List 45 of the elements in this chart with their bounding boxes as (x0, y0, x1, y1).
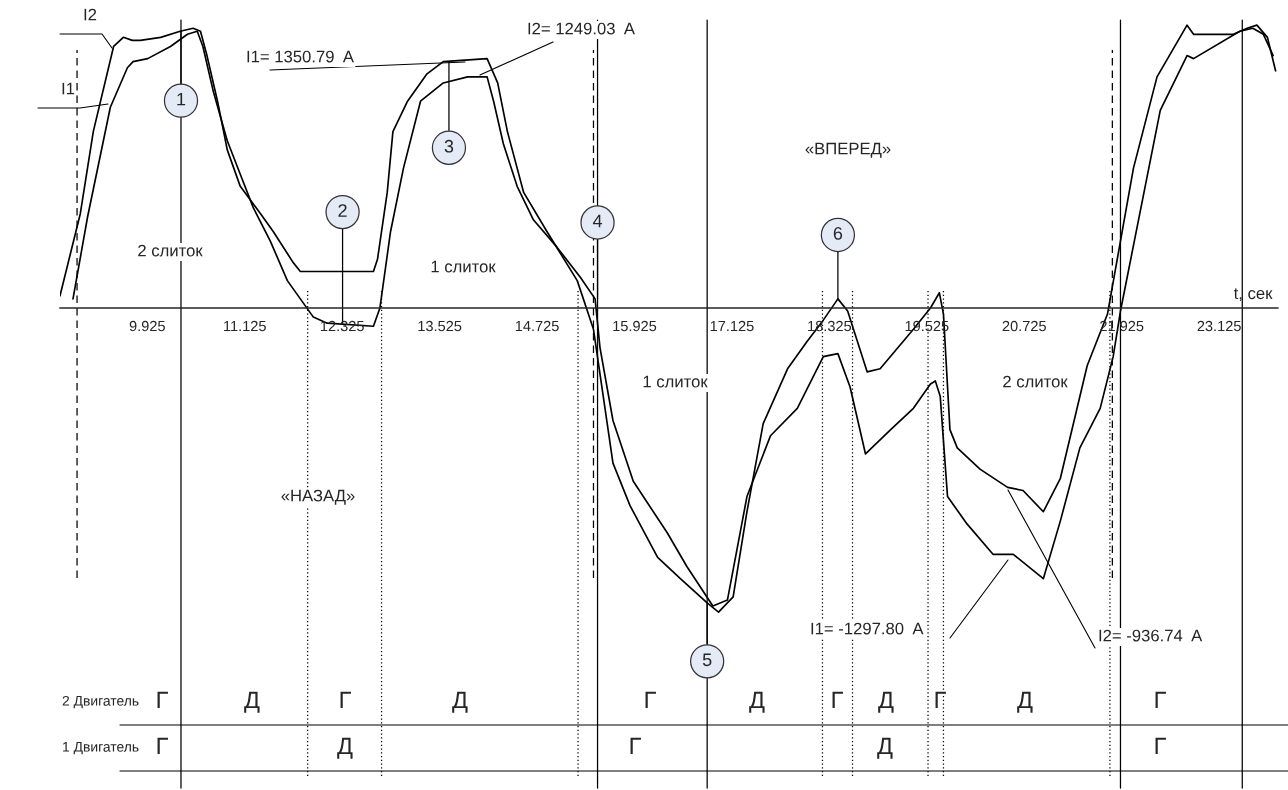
x-tick-label: 9.925 (129, 320, 165, 332)
text: Г (1155, 737, 1166, 755)
text: Г (645, 691, 656, 709)
text: Д (749, 691, 765, 713)
annotation: 4 (592, 214, 603, 228)
annotation: 2 (338, 204, 347, 217)
annotation: «ВПЕРЕД» (805, 142, 891, 158)
text: Г (157, 691, 168, 709)
text: Д (878, 691, 894, 713)
series-label: I2 (84, 8, 97, 21)
annotation: 3 (444, 139, 454, 153)
annotation: 1 (177, 92, 186, 106)
annotation: 1 слиток (431, 260, 496, 273)
text: Д (244, 691, 260, 713)
annotation: 6 (833, 227, 843, 240)
text: I2= -936.74 A (1099, 629, 1203, 642)
annotation: 2 слиток (1003, 375, 1068, 388)
x-tick-label: 11.125 (224, 320, 266, 332)
text: I1= -1297.80 A (811, 622, 924, 635)
annotation: 2 слиток (138, 244, 203, 257)
text: 2 Двигатель (62, 695, 139, 709)
annotation: 5 (702, 653, 712, 667)
annotation: «НАЗАД» (281, 489, 355, 505)
annotation: I1= 1350.79 A (247, 50, 354, 63)
text: I1 (62, 82, 75, 95)
text: Г (630, 737, 641, 755)
text: Г (157, 737, 168, 755)
x-tick-label: 13.525 (418, 320, 462, 332)
x-tick-label: 15.925 (613, 320, 657, 332)
text: Г (935, 691, 946, 709)
text: Д (337, 737, 353, 759)
x-tick-label: 17.125 (710, 320, 754, 332)
x-tick-label: 14.725 (515, 320, 559, 332)
text: Г (1155, 691, 1166, 709)
text: 1 Двигатель (63, 742, 139, 755)
text: Г (832, 691, 843, 709)
x-tick-label: 20.725 (1002, 320, 1046, 332)
annotation: I2= 1249.03 A (528, 22, 635, 35)
text: Г (340, 691, 351, 709)
x-axis-title: t, сек (1233, 288, 1273, 302)
annotation: 1 слиток (643, 375, 708, 388)
text: Д (877, 737, 893, 759)
text: Д (1017, 691, 1033, 713)
text: Д (452, 691, 468, 713)
x-tick-label: 23.125 (1197, 320, 1241, 332)
